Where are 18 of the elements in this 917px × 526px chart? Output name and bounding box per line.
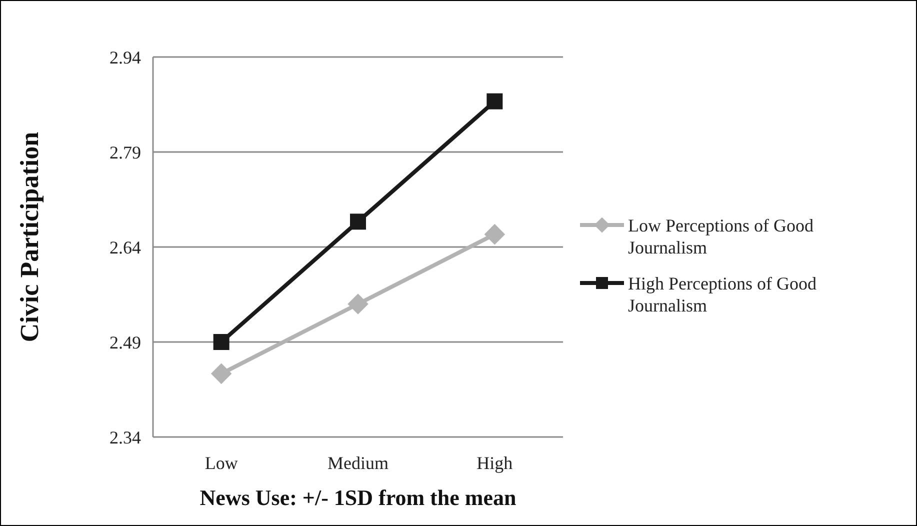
y-tick-label: 2.34 — [110, 427, 141, 448]
point — [486, 93, 503, 110]
y-tick-label: 2.94 — [110, 47, 141, 68]
point — [213, 334, 230, 350]
legend-label: Low Perceptions of Good Journalism — [628, 215, 814, 258]
legend-label: High Perceptions of Good Journalism — [628, 273, 816, 316]
x-tick-label: Medium — [328, 453, 388, 473]
y-tick-label: 2.64 — [110, 237, 141, 258]
y-tick-label: 2.79 — [110, 142, 141, 162]
y-axis-title: Civic Participation — [15, 131, 44, 342]
x-axis-title: News Use: +/- 1SD from the mean — [200, 485, 516, 510]
point — [348, 294, 368, 314]
y-tick-label: 2.49 — [110, 332, 141, 352]
point — [484, 224, 506, 245]
x-tick-label: High — [476, 453, 513, 473]
x-tick-label: Low — [204, 453, 238, 473]
point — [350, 214, 366, 230]
point — [210, 363, 232, 384]
